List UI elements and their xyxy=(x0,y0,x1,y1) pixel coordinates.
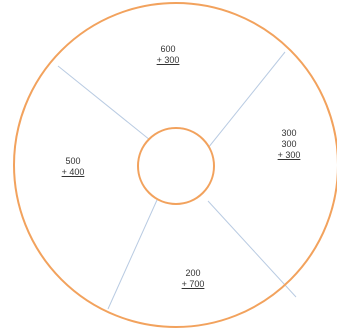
spoke-top-right xyxy=(207,51,286,149)
left-addend-1: 500 xyxy=(65,156,81,166)
section-top-label: 600 + 300 xyxy=(138,44,198,66)
section-right-label: 300 300 + 300 xyxy=(259,128,319,161)
section-left-label: 500 + 400 xyxy=(43,156,103,178)
bottom-addend-1: 200 xyxy=(185,268,201,278)
right-addend-2: 300 xyxy=(281,139,297,149)
outer-circle xyxy=(13,2,337,328)
top-addend-1: 600 xyxy=(160,44,176,54)
left-addend-2: + 400 xyxy=(61,167,85,177)
right-addend-1: 300 xyxy=(281,128,297,138)
right-addend-3: + 300 xyxy=(277,150,301,160)
spoke-bottom-right xyxy=(207,200,297,298)
top-addend-2: + 300 xyxy=(156,55,180,65)
bottom-addend-2: + 700 xyxy=(181,279,205,289)
spokes xyxy=(57,51,297,310)
inner-circle xyxy=(137,127,215,205)
spoke-top-left xyxy=(57,65,151,141)
spoke-bottom-left xyxy=(107,199,158,310)
section-bottom-label: 200 + 700 xyxy=(163,268,223,290)
